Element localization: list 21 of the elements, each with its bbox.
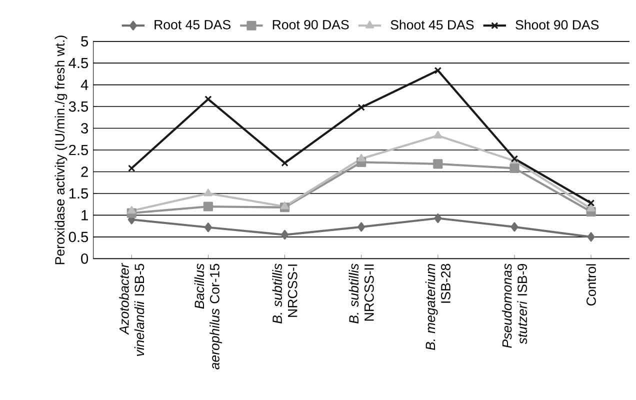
x-tick-label: B. subtillis NRCSS-I	[272, 264, 298, 324]
x-tick-label: B. megaterium ISB-28	[425, 264, 450, 350]
legend-label: Shoot 90 DAS	[516, 20, 599, 30]
legend-label: Root 90 DAS	[272, 20, 349, 30]
y-tick-label: 0	[81, 254, 88, 264]
legend-label: Shoot 45 DAS	[390, 20, 474, 30]
y-tick-label: 3.5	[68, 101, 88, 112]
y-axis-title: Peroxidase activity (IU/min./g fresh wt.)	[54, 36, 68, 264]
y-tick-label: 0.5	[68, 232, 88, 242]
y-tick-label: 4.5	[68, 58, 88, 68]
y-tick-label: 1	[82, 210, 88, 220]
x-tick-label: B. subtillis NRCSS-II	[348, 264, 374, 324]
y-tick-label: 2.5	[69, 144, 88, 156]
y-tick-label: 2	[81, 166, 88, 177]
y-tick-label: 1.5	[69, 188, 88, 199]
x-tick-label: Bacillus aerophilus Cor-15	[194, 264, 222, 370]
y-tick-label: 3	[81, 123, 88, 134]
y-tick-label: 5	[81, 36, 88, 46]
y-tick-label: 4	[80, 80, 88, 90]
x-tick-label: Control	[586, 264, 596, 306]
legend-label: Root 45 DAS	[154, 20, 230, 30]
